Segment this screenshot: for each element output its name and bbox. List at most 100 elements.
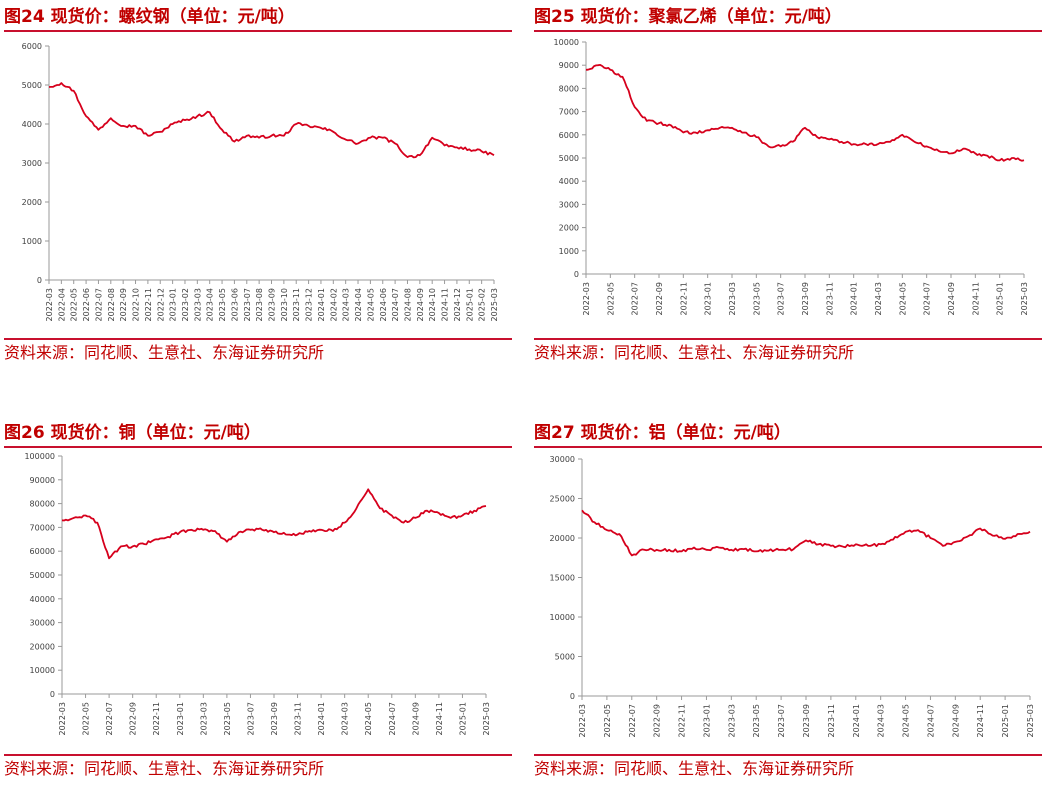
y-tick-label: 0 [574, 270, 579, 279]
x-tick-label: 2022-09 [653, 704, 662, 737]
x-tick-label: 2024-05 [364, 702, 373, 735]
y-tick-label: 5000 [22, 81, 42, 90]
x-tick-label: 2022-07 [631, 282, 640, 315]
y-tick-label: 3000 [22, 159, 42, 168]
y-tick-label: 10000 [30, 666, 55, 675]
y-tick-label: 15000 [550, 574, 575, 583]
y-tick-label: 25000 [550, 495, 575, 504]
y-tick-label: 20000 [30, 642, 55, 651]
x-tick-label: 2022-07 [628, 704, 637, 737]
y-tick-label: 1000 [22, 237, 42, 246]
y-tick-label: 2000 [559, 224, 579, 233]
chart-panel-pvc: 图25 现货价：聚氯乙烯（单位：元/吨） 0 1000 2000 3000 4000 50… [534, 4, 1042, 365]
x-tick-label: 2024-05 [902, 704, 911, 737]
x-tick-label: 2022-05 [70, 288, 79, 321]
x-tick-label: 2022-03 [578, 704, 587, 737]
x-tick-label: 2022-11 [679, 282, 688, 315]
x-tick-label: 2022-06 [82, 288, 91, 321]
x-tick-label: 2023-01 [176, 702, 185, 735]
x-tick-label: 2023-03 [193, 288, 202, 321]
x-tick-label: 2023-07 [246, 702, 255, 735]
x-tick-label: 2024-11 [435, 702, 444, 735]
chart-area: 0 1000 2000 3000 4000 5000 6000 7000 8000 9000 100… [534, 32, 1042, 338]
y-tick-label: 60000 [30, 547, 55, 556]
x-tick-label: 2023-06 [230, 288, 239, 321]
x-tick-label: 2024-06 [379, 288, 388, 321]
x-tick-label: 2024-11 [976, 704, 985, 737]
y-tick-label: 30000 [550, 455, 575, 464]
chart-area: 0 1000 2000 3000 4000 5000 6000 2022-03 2022-04 2… [4, 32, 512, 338]
x-tick-label: 2023-03 [728, 282, 737, 315]
x-tick-label: 2023-09 [268, 288, 277, 321]
x-tick-label: 2025-03 [482, 702, 491, 735]
y-tick-label: 2000 [22, 198, 42, 207]
x-tick-label: 2023-05 [223, 702, 232, 735]
x-tick-label: 2024-08 [403, 288, 412, 321]
y-tick-label: 1000 [559, 247, 579, 256]
x-tick-label: 2023-05 [752, 704, 761, 737]
x-tick-label: 2023-07 [777, 704, 786, 737]
x-tick-label: 2024-11 [971, 282, 980, 315]
y-tick-label: 0 [37, 276, 42, 285]
x-tick-label: 2024-09 [951, 704, 960, 737]
x-tick-label: 2023-05 [752, 282, 761, 315]
x-tick-label: 2022-03 [45, 288, 54, 321]
series-line [61, 488, 487, 560]
y-tick-label: 7000 [559, 108, 579, 117]
y-tick-label: 40000 [30, 595, 55, 604]
x-tick-label: 2023-01 [702, 704, 711, 737]
x-tick-label: 2023-09 [802, 704, 811, 737]
source-note: 资料来源：同花顺、生意社、东海证券研究所 [4, 754, 512, 781]
x-tick-label: 2024-11 [441, 288, 450, 321]
x-tick-label: 2024-09 [416, 288, 425, 321]
x-tick-label: 2024-09 [947, 282, 956, 315]
x-tick-label: 2024-02 [329, 288, 338, 321]
x-tick-label: 2025-01 [1001, 704, 1010, 737]
x-tick-label: 2025-01 [465, 288, 474, 321]
x-tick-label: 2024-07 [388, 702, 397, 735]
x-tick-label: 2023-05 [218, 288, 227, 321]
x-tick-label: 2025-01 [996, 282, 1005, 315]
x-tick-label: 2022-03 [582, 282, 591, 315]
x-tick-label: 2023-01 [704, 282, 713, 315]
x-tick-label: 2022-07 [105, 702, 114, 735]
x-tick-label: 2022-09 [129, 702, 138, 735]
x-tick-label: 2023-12 [305, 288, 314, 321]
y-tick-label: 0 [570, 692, 575, 701]
x-tick-label: 2025-02 [478, 288, 487, 321]
chart-area: 0 5000 10000 15000 20000 25000 30000 2022-03 202… [534, 448, 1042, 754]
line-chart-pvc: 0 1000 2000 3000 4000 5000 6000 7000 8000 9000 100… [554, 38, 1029, 315]
x-tick-label: 2023-04 [206, 288, 215, 321]
source-note: 资料来源：同花顺、生意社、东海证券研究所 [534, 338, 1042, 365]
x-tick-label: 2022-09 [119, 288, 128, 321]
line-chart-aluminum: 0 5000 10000 15000 20000 25000 30000 2022-03 202… [550, 455, 1035, 737]
x-tick-label: 2022-05 [606, 282, 615, 315]
y-tick-label: 90000 [30, 476, 55, 485]
x-tick-label: 2023-01 [169, 288, 178, 321]
x-tick-label: 2024-09 [411, 702, 420, 735]
chart-title: 图27 现货价：铝（单位：元/吨） [534, 420, 1042, 448]
source-note: 资料来源：同花顺、生意社、东海证券研究所 [4, 338, 512, 365]
y-tick-label: 10000 [550, 613, 575, 622]
y-tick-label: 20000 [550, 534, 575, 543]
line-chart-rebar: 0 1000 2000 3000 4000 5000 6000 2022-03 2022-04 2… [22, 42, 499, 321]
x-tick-label: 2025-03 [1020, 282, 1029, 315]
x-tick-label: 2024-03 [877, 704, 886, 737]
x-tick-label: 2024-07 [923, 282, 932, 315]
y-tick-label: 5000 [559, 154, 579, 163]
x-tick-label: 2022-10 [132, 288, 141, 321]
x-tick-label: 2023-03 [727, 704, 736, 737]
chart-title: 图26 现货价：铜（单位：元/吨） [4, 420, 512, 448]
x-tick-label: 2022-07 [94, 288, 103, 321]
x-tick-label: 2024-01 [850, 282, 859, 315]
y-tick-label: 3000 [559, 200, 579, 209]
x-tick-label: 2023-07 [777, 282, 786, 315]
x-tick-label: 2022-04 [57, 288, 66, 321]
x-tick-label: 2022-05 [82, 702, 91, 735]
y-tick-label: 4000 [559, 177, 579, 186]
x-tick-label: 2024-01 [852, 704, 861, 737]
x-tick-label: 2024-01 [317, 288, 326, 321]
chart-panel-aluminum: 图27 现货价：铝（单位：元/吨） 0 5000 10000 15000 20000 25… [534, 420, 1042, 781]
x-tick-label: 2023-02 [181, 288, 190, 321]
x-tick-label: 2025-03 [490, 288, 499, 321]
